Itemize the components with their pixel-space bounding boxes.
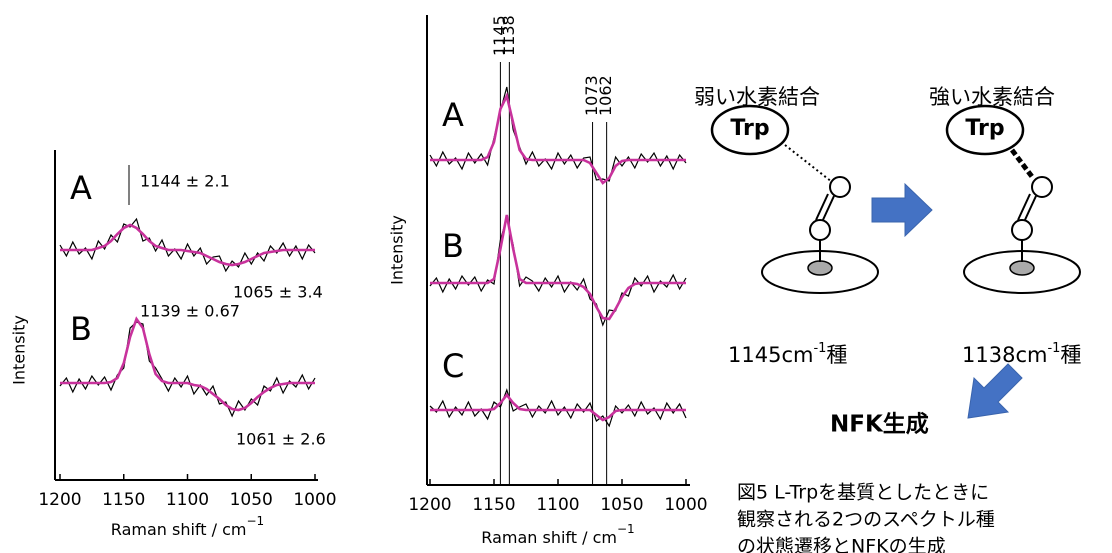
spectrum bbox=[59, 321, 316, 418]
species-number: 1145cm bbox=[728, 343, 813, 367]
trp-oval bbox=[710, 104, 790, 156]
trp-label: Trp bbox=[730, 116, 769, 141]
state-title: 強い水素結合 bbox=[929, 85, 1055, 109]
marker-label: 1145 bbox=[490, 15, 509, 56]
bond bbox=[821, 195, 835, 223]
state-strong: Trp bbox=[945, 104, 1081, 294]
x-tick-label: 1150 bbox=[472, 495, 515, 515]
x-axis-label: Raman shift / cm−1 bbox=[481, 522, 634, 547]
spectrum bbox=[59, 217, 316, 273]
anchor bbox=[807, 260, 833, 276]
species-suffix: 種 bbox=[1060, 343, 1081, 367]
state-title: 弱い水素結合 bbox=[694, 85, 820, 109]
state-weak: Trp bbox=[710, 104, 879, 294]
spectrum bbox=[429, 388, 687, 428]
h-bond bbox=[784, 144, 833, 183]
caption-line: 観察される2つのスペクトル種 bbox=[737, 509, 995, 531]
bond bbox=[1023, 195, 1037, 223]
atom bbox=[829, 176, 851, 198]
arrow-right bbox=[871, 182, 933, 238]
series-letter: A bbox=[442, 96, 464, 134]
h-bond bbox=[1010, 148, 1035, 180]
spectrum bbox=[429, 215, 687, 327]
x-tick-label: 1150 bbox=[102, 490, 145, 510]
x-axis-label-sup: −1 bbox=[246, 514, 264, 528]
trp-oval bbox=[945, 104, 1025, 156]
marker-label: 1062 bbox=[596, 75, 615, 116]
annotation: 1065 ± 3.4 bbox=[233, 283, 323, 302]
product: NFK生成 bbox=[830, 412, 929, 438]
x-tick-label: 1000 bbox=[664, 495, 707, 515]
x-tick-label: 1200 bbox=[38, 490, 81, 510]
trp-label: Trp bbox=[965, 116, 1004, 141]
series-letter: C bbox=[442, 347, 464, 385]
marker-label: 1073 bbox=[582, 75, 601, 116]
x-tick-label: 1200 bbox=[408, 495, 451, 515]
annotation: 1139 ± 0.67 bbox=[140, 302, 240, 321]
series-letter: A bbox=[70, 169, 92, 207]
atom bbox=[1031, 176, 1053, 198]
x-tick-label: 1100 bbox=[536, 495, 579, 515]
series-letter: B bbox=[70, 310, 92, 348]
annotation: 1061 ± 2.6 bbox=[236, 430, 326, 449]
x-axis-label-text: Raman shift / cm bbox=[111, 520, 247, 539]
annotation: 1144 ± 2.1 bbox=[140, 172, 230, 191]
atom bbox=[809, 219, 831, 241]
y-axis-label: Intensity bbox=[10, 315, 29, 385]
x-tick-label: 1000 bbox=[293, 490, 336, 510]
fit-curve bbox=[430, 392, 686, 422]
x-tick-label: 1050 bbox=[600, 495, 643, 515]
bond bbox=[1017, 193, 1031, 221]
fit-curve bbox=[430, 92, 686, 185]
x-axis-label-sup: −1 bbox=[617, 522, 635, 536]
y-axis-label: Intensity bbox=[388, 215, 407, 285]
fit-curve bbox=[60, 223, 315, 267]
species-label: 1145cm-1種 bbox=[728, 341, 847, 368]
series-letter: B bbox=[442, 227, 464, 265]
x-tick-label: 1050 bbox=[230, 490, 273, 510]
fit-curve bbox=[60, 316, 315, 412]
fit-curve bbox=[430, 214, 686, 321]
x-tick-label: 1100 bbox=[166, 490, 209, 510]
arrow-down-left bbox=[967, 363, 1023, 419]
x-axis-label-text: Raman shift / cm bbox=[481, 528, 617, 547]
species-number: 1138cm bbox=[962, 343, 1047, 367]
bond bbox=[815, 193, 829, 221]
atom bbox=[1011, 219, 1033, 241]
anchor bbox=[1009, 260, 1035, 276]
spectrum bbox=[429, 86, 687, 182]
species-suffix: 種 bbox=[826, 343, 847, 367]
species-label: 1138cm-1種 bbox=[962, 341, 1081, 368]
marker-label: 1138 bbox=[499, 15, 518, 56]
species-sup: -1 bbox=[813, 341, 826, 356]
caption-line: の状態遷移とNFKの生成 bbox=[737, 536, 946, 553]
species-sup: -1 bbox=[1047, 341, 1060, 356]
caption-line: 図5 L-Trpを基質としたときに bbox=[737, 482, 989, 504]
x-axis-label: Raman shift / cm−1 bbox=[111, 514, 264, 539]
